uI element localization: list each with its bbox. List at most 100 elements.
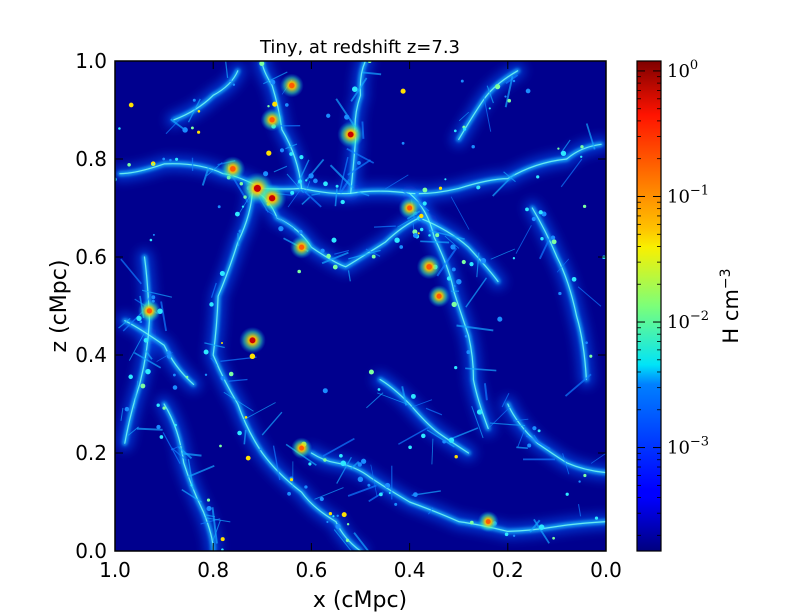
halo [289, 478, 294, 482]
filament-core [531, 207, 587, 381]
web-strand [201, 167, 210, 186]
web-strand [144, 349, 153, 360]
filament-core [124, 256, 151, 444]
halo [435, 233, 440, 238]
web-strand [225, 61, 229, 78]
halo [266, 150, 272, 156]
web-strand [141, 289, 173, 298]
web-strand [285, 143, 298, 150]
web-strand [431, 438, 434, 465]
halo [580, 145, 584, 149]
dense-node [269, 195, 276, 202]
halo [304, 485, 308, 489]
web-strand [127, 426, 139, 436]
halo [305, 179, 308, 182]
halo [582, 204, 587, 209]
halo [174, 423, 177, 427]
filament-core [212, 187, 362, 551]
web-strand [450, 196, 470, 230]
web-strand [501, 392, 510, 408]
halo [408, 445, 412, 450]
halo [583, 473, 587, 478]
web-strand [133, 380, 139, 409]
halo [156, 403, 160, 407]
web-strand [187, 464, 215, 478]
halo [234, 211, 240, 217]
filament-core [261, 61, 303, 189]
halo [537, 429, 541, 433]
web-strand [517, 427, 526, 448]
halo [551, 239, 557, 245]
y-tick-label: 1.0 [75, 49, 107, 73]
halo [388, 491, 391, 495]
web-strand [181, 452, 202, 457]
web-strand [322, 437, 355, 457]
web-strand [373, 225, 396, 228]
web-strand [425, 407, 443, 416]
web-strand [170, 118, 186, 131]
halo [331, 237, 337, 243]
halo [190, 484, 193, 487]
halo [152, 233, 155, 236]
web-strand [347, 159, 371, 176]
web-strand [504, 75, 514, 108]
web-strand [525, 434, 551, 450]
dense-node [407, 205, 412, 211]
halo [206, 506, 212, 512]
colorbar-tick-label: 100 [667, 58, 698, 82]
halo [469, 262, 474, 267]
halo [377, 388, 381, 391]
web-strand [329, 164, 354, 189]
halo [594, 516, 599, 520]
web-strand [428, 229, 465, 240]
halo [328, 511, 333, 516]
halo [151, 162, 155, 166]
web-strand [377, 392, 410, 406]
halo [410, 393, 416, 399]
web-strand [516, 446, 528, 449]
dense-node [299, 445, 304, 451]
halo [332, 264, 338, 270]
halo [172, 385, 178, 390]
halo [461, 259, 466, 265]
halo [127, 163, 131, 167]
chart-title: Tiny, at redshift z=7.3 [259, 37, 460, 58]
halo [128, 374, 133, 380]
halo [313, 178, 318, 184]
x-tick-label: 0.6 [295, 558, 327, 582]
web-strand [444, 235, 460, 249]
web-strand [489, 422, 526, 427]
web-strand [513, 418, 529, 422]
halo [476, 185, 480, 190]
halo [232, 83, 236, 86]
filament-core [310, 452, 606, 533]
halo [267, 105, 270, 108]
colorbar-tick-label: 10−1 [667, 183, 709, 207]
halo [352, 86, 358, 92]
halo [448, 437, 455, 443]
web-strand [492, 173, 515, 197]
halo [512, 534, 516, 537]
web-strand [287, 188, 302, 208]
halo [340, 199, 345, 205]
halo [453, 129, 457, 133]
web-strand [301, 196, 311, 205]
halo [238, 229, 242, 233]
web-strand [515, 225, 532, 254]
halo [143, 337, 149, 343]
web-strand [483, 383, 488, 401]
halo [339, 453, 343, 458]
halo [297, 269, 302, 274]
web-strand [427, 507, 434, 515]
web-strand [471, 406, 484, 439]
web-strand [347, 270, 351, 282]
halo [456, 278, 462, 285]
halo [221, 548, 224, 551]
halo [464, 334, 468, 338]
web-strand [370, 464, 378, 497]
halo [578, 480, 581, 483]
web-strand [483, 95, 492, 132]
halo [399, 245, 404, 249]
web-strand [562, 453, 570, 475]
